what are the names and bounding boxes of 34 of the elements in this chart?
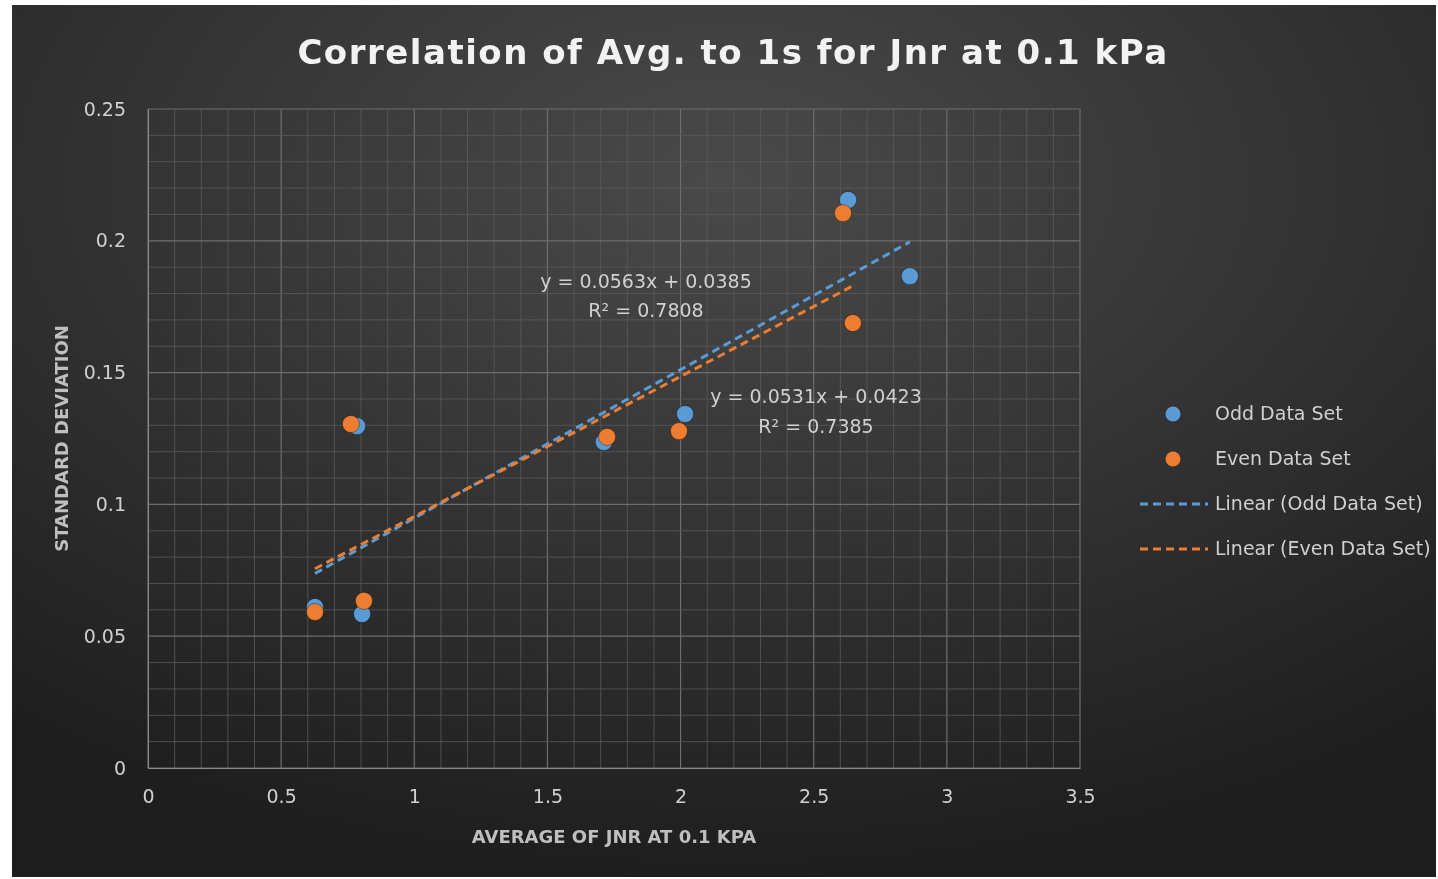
legend-label: Linear (Odd Data Set) [1215,491,1423,514]
y-tick-label: 0.1 [95,492,126,515]
x-tick-label: 3.5 [1065,785,1096,808]
x-tick-label: 3 [941,785,954,808]
x-tick-label: 2.5 [799,785,830,808]
x-tick-label: 2 [675,785,688,808]
x-tick-label: 0 [142,785,155,808]
x-tick-label: 0.5 [266,785,297,808]
annotation: R² = 0.7808 [588,298,704,321]
annotation: R² = 0.7385 [758,414,874,437]
annotation: y = 0.0531x + 0.0423 [710,384,922,407]
point [843,314,862,333]
y-tick-label: 0.15 [83,361,126,384]
annotation: y = 0.0563x + 0.0385 [540,269,752,292]
chart-title: Correlation of Avg. to 1s for Jnr at 0.1 kPa [297,32,1169,72]
point [669,422,689,441]
y-tick-label: 0.05 [83,624,126,647]
y-tick-label: 0.25 [83,97,126,120]
y-axis-title: STANDARD DEVIATION [51,325,72,552]
point [900,267,919,286]
legend-label: Odd Data Set [1215,401,1343,424]
point [676,404,695,424]
point [833,204,853,223]
y-tick-label: 0.2 [95,229,126,252]
x-tick-label: 1.5 [532,785,564,808]
point [305,602,325,621]
legend-label: Linear (Even Data Set) [1215,536,1431,559]
point [598,427,617,446]
point [341,414,360,434]
x-tick-label: 1 [408,785,421,808]
point [354,591,374,610]
x-axis-title: AVERAGE OF JNR AT 0.1 KPA [471,826,757,847]
legend-label: Even Data Set [1215,446,1351,469]
y-tick-label: 0 [113,756,126,779]
